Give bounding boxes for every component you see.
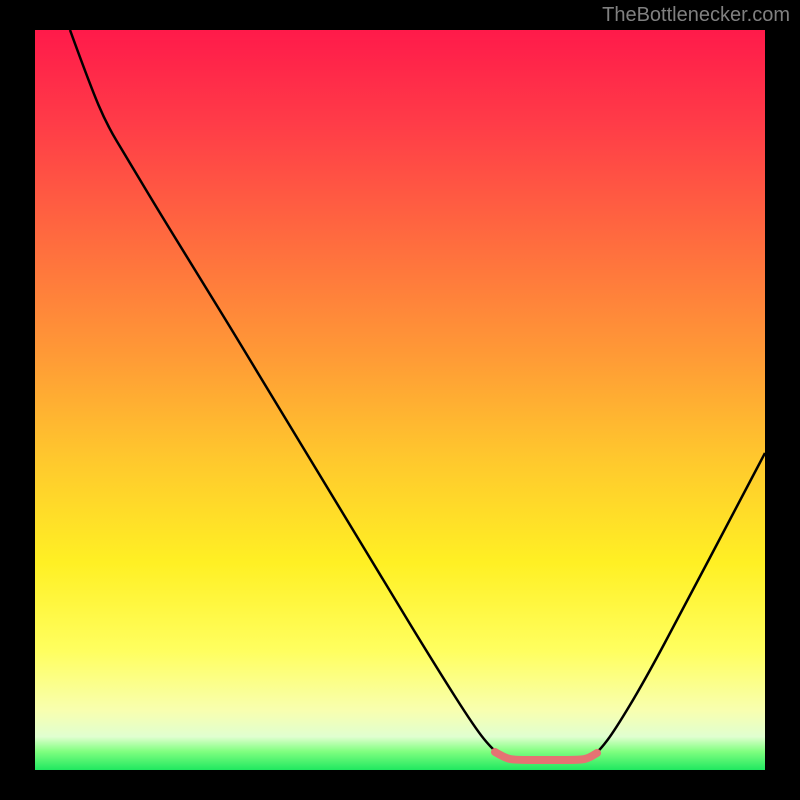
watermark-text: TheBottlenecker.com — [602, 4, 790, 27]
plot-area — [35, 30, 765, 770]
bottleneck-curve — [35, 30, 765, 770]
